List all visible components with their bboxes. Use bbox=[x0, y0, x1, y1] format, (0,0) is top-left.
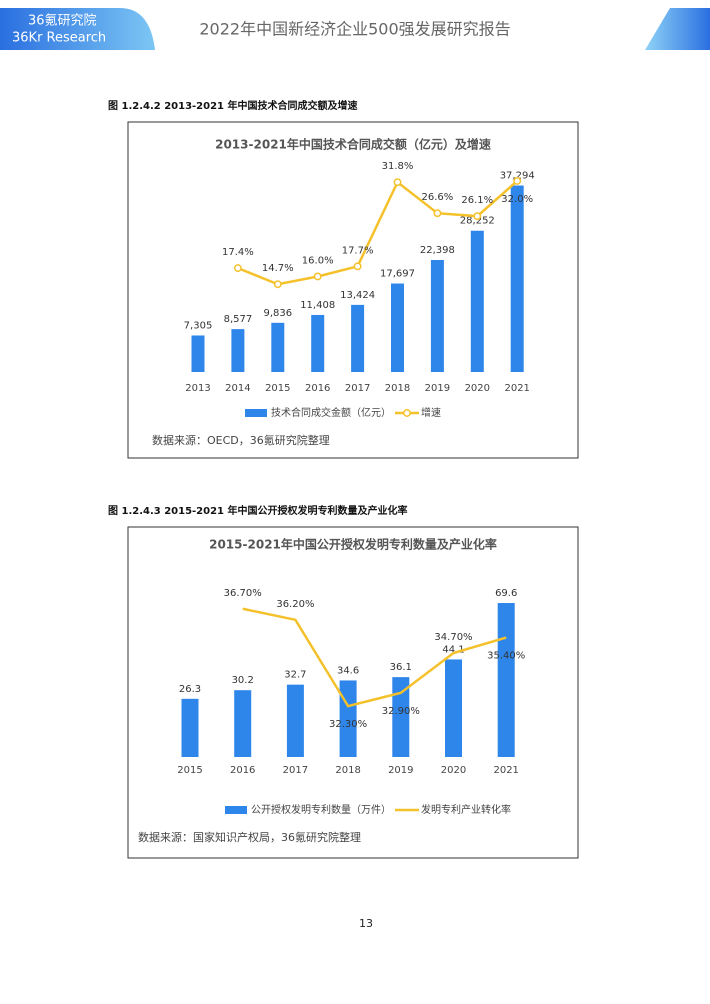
bar bbox=[181, 698, 199, 757]
data-label: 32.30% bbox=[329, 719, 367, 730]
x-tick-label: 2019 bbox=[388, 765, 413, 776]
x-tick-label: 2020 bbox=[441, 765, 466, 776]
data-label: 32.7 bbox=[284, 670, 306, 681]
x-tick-label: 2014 bbox=[225, 383, 250, 394]
data-label: 17,697 bbox=[380, 269, 415, 280]
logo-bg bbox=[0, 8, 155, 50]
legend-label: 增速 bbox=[421, 406, 441, 419]
data-label: 32.90% bbox=[382, 706, 420, 717]
x-tick-label: 2016 bbox=[230, 765, 255, 776]
data-label: 11,408 bbox=[300, 300, 335, 311]
line-marker bbox=[233, 264, 242, 273]
bar bbox=[286, 684, 304, 757]
x-tick-label: 2016 bbox=[305, 383, 330, 394]
line-marker bbox=[313, 272, 322, 281]
line bbox=[237, 180, 519, 286]
x-tick-label: 2018 bbox=[385, 383, 410, 394]
data-label: 31.8% bbox=[382, 161, 414, 172]
bar bbox=[497, 603, 515, 757]
chart-frame bbox=[127, 526, 579, 859]
data-label: 34.70% bbox=[434, 632, 472, 643]
logo-cn: 36氪研究院 bbox=[28, 13, 97, 29]
bar bbox=[311, 314, 325, 372]
bar bbox=[445, 659, 462, 757]
caption: 图 1.2.4.3 2015-2021 年中国公开授权发明专利数量及产业化率 bbox=[108, 504, 408, 517]
data-label: 26.6% bbox=[422, 192, 454, 203]
bar bbox=[391, 283, 404, 372]
line-marker bbox=[433, 209, 442, 218]
legend-swatch bbox=[403, 409, 411, 417]
chart-title: 2015-2021年中国公开授权发明专利数量及产业化率 bbox=[209, 537, 497, 552]
x-tick-label: 2021 bbox=[504, 383, 529, 394]
x-tick-label: 2017 bbox=[345, 383, 370, 394]
data-label: 36.20% bbox=[276, 599, 314, 610]
x-tick-label: 2015 bbox=[265, 383, 290, 394]
caption: 图 1.2.4.2 2013-2021 年中国技术合同成交额及增速 bbox=[108, 99, 358, 112]
data-label: 17.7% bbox=[342, 245, 374, 256]
chart-title: 2013-2021年中国技术合同成交额（亿元）及增速 bbox=[215, 137, 491, 152]
data-label: 32.0% bbox=[501, 194, 533, 205]
data-label: 28,252 bbox=[460, 216, 495, 227]
legend-swatch bbox=[245, 409, 267, 417]
data-label: 7,305 bbox=[184, 320, 213, 331]
data-label: 44.1 bbox=[442, 644, 464, 655]
header-title: 2022年中国新经济企业500强发展研究报告 bbox=[199, 20, 510, 39]
data-label: 36.70% bbox=[224, 588, 262, 599]
line-marker bbox=[353, 262, 362, 271]
bar bbox=[430, 260, 444, 372]
x-tick-label: 2020 bbox=[465, 383, 490, 394]
legend-label: 公开授权发明专利数量（万件） bbox=[251, 803, 391, 816]
line-marker bbox=[393, 178, 402, 187]
bar bbox=[191, 335, 205, 372]
data-label: 37,294 bbox=[500, 171, 535, 182]
data-label: 34.6 bbox=[337, 665, 359, 676]
data-label: 26.3 bbox=[179, 684, 201, 695]
source-note: 数据来源：国家知识产权局，36氪研究院整理 bbox=[138, 830, 361, 844]
chart-frame bbox=[127, 121, 579, 459]
data-label: 9,836 bbox=[263, 308, 292, 319]
x-tick-label: 2013 bbox=[185, 383, 210, 394]
bar bbox=[470, 230, 484, 372]
bar bbox=[234, 690, 252, 757]
data-label: 69.6 bbox=[495, 588, 517, 599]
x-tick-label: 2021 bbox=[493, 765, 518, 776]
data-label: 14.7% bbox=[262, 263, 294, 274]
data-label: 30.2 bbox=[232, 675, 254, 686]
data-label: 22,398 bbox=[420, 245, 455, 256]
bar bbox=[271, 322, 285, 372]
data-label: 36.1 bbox=[390, 662, 412, 673]
x-tick-label: 2015 bbox=[177, 765, 202, 776]
logo-en: 36Kr Research bbox=[12, 31, 106, 46]
data-label: 35.40% bbox=[487, 651, 525, 662]
x-tick-label: 2019 bbox=[425, 383, 450, 394]
bar bbox=[510, 185, 524, 372]
data-label: 13,424 bbox=[340, 290, 375, 301]
bar bbox=[231, 329, 245, 372]
data-label: 8,577 bbox=[224, 314, 253, 325]
data-label: 17.4% bbox=[222, 247, 254, 258]
legend-label: 发明专利产业转化率 bbox=[421, 803, 511, 816]
line-marker bbox=[273, 280, 282, 289]
legend-swatch bbox=[225, 806, 247, 814]
data-label: 16.0% bbox=[302, 255, 334, 266]
line-marker bbox=[473, 212, 482, 221]
header-deco bbox=[645, 8, 710, 50]
legend-label: 技术合同成交金额（亿元） bbox=[271, 406, 391, 419]
data-label: 26.1% bbox=[461, 195, 493, 206]
line bbox=[242, 607, 507, 708]
line-marker bbox=[513, 177, 522, 185]
x-tick-label: 2017 bbox=[283, 765, 308, 776]
x-tick-label: 2018 bbox=[335, 765, 360, 776]
source-note: 数据来源：OECD，36氪研究院整理 bbox=[152, 433, 330, 447]
page-number: 13 bbox=[359, 917, 373, 930]
bar bbox=[392, 677, 410, 757]
bar bbox=[351, 304, 365, 372]
